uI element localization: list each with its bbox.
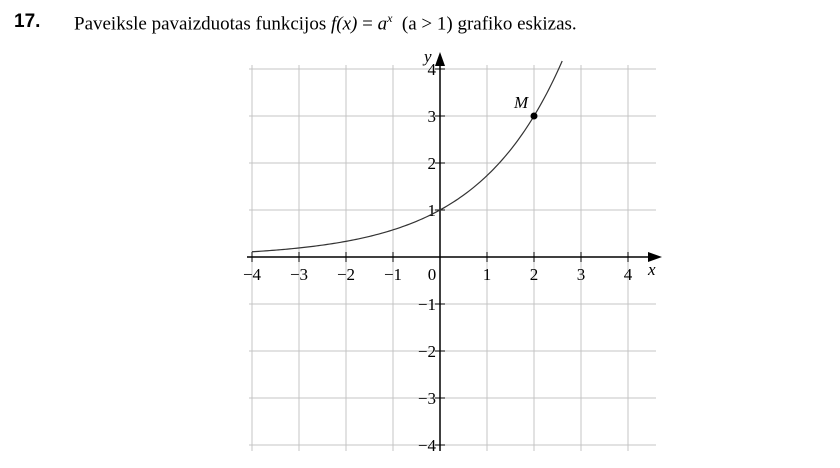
y-tick-label: −4 [418,436,437,455]
x-tick-label: 2 [530,265,539,284]
y-tick-label: 2 [428,154,437,173]
point-marker [531,113,538,120]
x-tick-label: 0 [428,265,437,284]
y-tick-label: −3 [418,389,436,408]
y-tick-label: 3 [428,107,437,126]
y-axis-arrow [435,52,445,66]
axes: x y [247,47,662,451]
x-axis-label: x [647,260,656,279]
point-label: M [513,93,529,112]
grid [249,65,656,451]
x-tick-label: 4 [624,265,633,284]
x-tick-label: −3 [290,265,308,284]
y-tick-label: −1 [418,295,436,314]
x-tick-label: −2 [337,265,355,284]
y-tick-label: 4 [428,60,437,79]
x-tick-label: 1 [483,265,492,284]
x-tick-label: −1 [384,265,402,284]
x-tick-label: −4 [243,265,262,284]
y-tick-label: −2 [418,342,436,361]
y-tick-label: 1 [428,201,437,220]
x-tick-label: 3 [577,265,586,284]
